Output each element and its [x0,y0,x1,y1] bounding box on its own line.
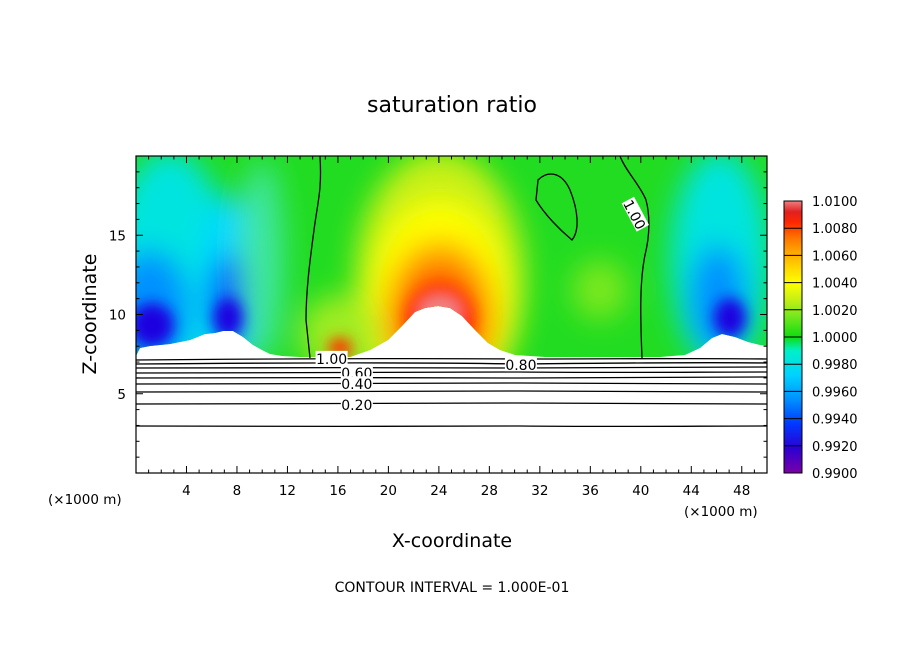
contour-label: 0.20 [341,398,372,414]
colorbar-tick-label: 0.9960 [812,385,858,400]
contour-label-bg [504,357,537,372]
x-tick-label: 24 [430,483,447,499]
contour-lines [136,156,767,428]
x-unit-label-right: (×1000 m) [684,504,758,520]
colorbar-tick-label: 1.0060 [812,249,858,264]
colorbar-tick-label: 1.0020 [812,304,858,319]
colorbar-tick-label: 1.0100 [812,195,858,210]
contour-label-bg [340,376,373,391]
x-axis: 4 8 12 16 20 24 28 32 36 40 44 48 [148,156,755,499]
contour-label: 1.00 [316,352,347,368]
x-tick-label: 28 [481,483,498,499]
x-tick-label: 44 [683,483,700,499]
colorbar-tick-label: 0.9980 [812,358,858,373]
colorbar-tick-label: 0.9900 [812,467,858,482]
y-axis-title: Z-coordinate [79,254,101,375]
x-tick-label: 36 [582,483,599,499]
contour-label-bg [315,350,348,365]
x-axis-title: X-coordinate [392,530,512,552]
y-tick-label: 15 [109,228,126,244]
heatmap-field [136,156,767,357]
y-tick-label: 10 [109,308,126,324]
x-tick-label: 48 [733,483,750,499]
x-tick-label: 40 [632,483,649,499]
x-unit-label-left: (×1000 m) [48,492,122,508]
x-tick-label: 32 [531,483,548,499]
x-tick-label: 12 [279,483,296,499]
colorbar-tick-label: 0.9940 [812,413,858,428]
contour-label-bg [340,396,373,411]
x-tick-label: 16 [329,483,346,499]
contour-label: 0.80 [505,358,536,374]
colorbar-tick-label: 0.9920 [812,440,858,455]
x-tick-label: 20 [380,483,397,499]
y-tick-label: 5 [117,387,126,403]
contour-labels: 1.00 0.800.600.400.201.00 [315,196,650,414]
colorbar-tick-label: 1.0080 [812,222,858,237]
contour-label: 0.40 [341,377,372,393]
colorbar-tick-label: 1.0040 [812,277,858,292]
chart-title: saturation ratio [367,93,537,118]
x-tick-label: 8 [233,483,242,499]
x-tick-label: 4 [182,483,191,499]
contour-label-bg [621,196,650,232]
y-axis: 5 10 15 [109,171,767,458]
contour-interval-note: CONTOUR INTERVAL = 1.000E-01 [335,580,570,596]
colorbar-tick-label: 1.0000 [812,331,858,346]
contour-label-bg [340,365,373,380]
colorbar: 1.0100 1.0080 1.0060 1.0040 1.0020 1.0000 0.99… [783,195,858,482]
